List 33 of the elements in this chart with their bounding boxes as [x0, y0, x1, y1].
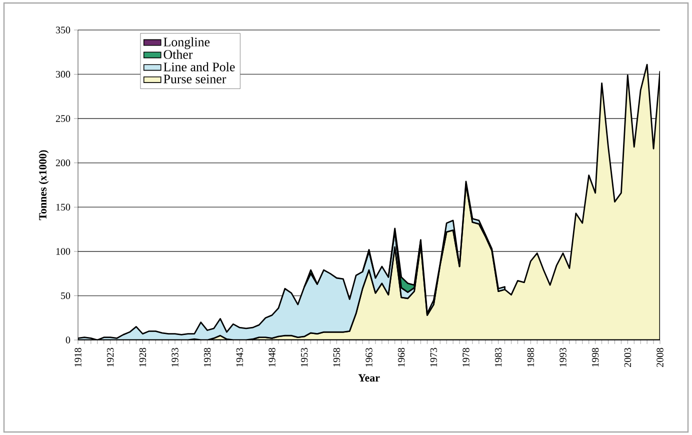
- x-tick-label: 1918: [74, 348, 82, 367]
- x-tick-label: 1973: [430, 348, 438, 367]
- x-tick-label: 1968: [398, 348, 405, 367]
- x-tick-label: 1923: [106, 348, 114, 367]
- y-tick-label: 150: [56, 204, 70, 210]
- legend-label: Line and Pole: [164, 62, 235, 72]
- y-tick-label: 350: [56, 26, 70, 34]
- legend-label: Other: [164, 50, 193, 59]
- legend-label: Longline: [164, 37, 210, 50]
- x-tick-label: 1933: [172, 348, 178, 367]
- x-tick-label: 1983: [494, 348, 502, 367]
- x-tick-label: 1963: [366, 348, 372, 367]
- x-tick-label: 1988: [527, 348, 534, 367]
- y-axis-title: Tonnes (x1000): [38, 150, 49, 220]
- x-tick-label: 1938: [204, 348, 211, 367]
- x-tick-label: 1998: [592, 348, 599, 367]
- x-tick-label: 1978: [462, 348, 470, 367]
- legend-label: Purse seiner: [164, 74, 226, 84]
- x-tick-label: 1943: [236, 348, 244, 367]
- y-tick-label: 0: [66, 336, 70, 344]
- x-tick-label: 1948: [268, 348, 276, 367]
- y-tick-label: 200: [56, 159, 70, 166]
- x-tick-label: 2008: [656, 348, 664, 368]
- x-tick-label: 2003: [624, 348, 632, 368]
- y-tick-label: 50: [61, 292, 70, 300]
- y-tick-label: 250: [56, 115, 70, 122]
- y-tick-label: 100: [56, 248, 70, 255]
- x-tick-label: 1993: [560, 348, 566, 367]
- x-tick-label: 1928: [139, 348, 146, 367]
- x-axis-title: Year: [358, 374, 380, 382]
- x-tick-label: 1953: [300, 348, 308, 367]
- x-tick-label: 1958: [333, 348, 340, 367]
- y-tick-label: 300: [56, 70, 70, 78]
